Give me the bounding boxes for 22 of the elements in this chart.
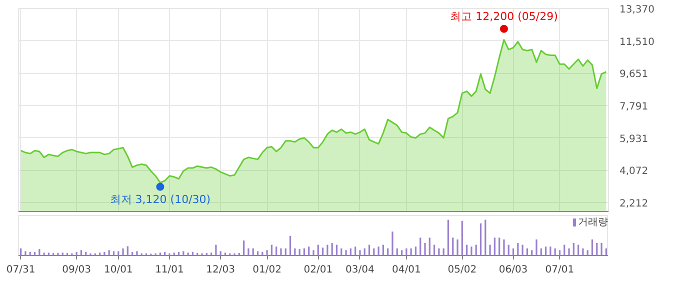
y-tick-label: 9,651 bbox=[620, 69, 648, 80]
y-tick-label: 11,510 bbox=[620, 36, 654, 48]
y-tick-label: 5,931 bbox=[620, 134, 648, 145]
legend-label: 거래량 bbox=[578, 216, 608, 229]
x-tick-label: 06/03 bbox=[498, 264, 528, 276]
x-tick-label: 07/01 bbox=[545, 264, 574, 276]
x-tick-label: 07/31 bbox=[6, 264, 36, 276]
x-tick-label: 03/04 bbox=[346, 264, 374, 276]
y-tick-label: 4,072 bbox=[620, 166, 648, 178]
x-tick-label: 12/03 bbox=[206, 264, 236, 276]
x-tick-label: 01/02 bbox=[252, 264, 282, 276]
annotation: 최저 3,120 (10/30) bbox=[110, 192, 211, 206]
x-tick-label: 05/02 bbox=[448, 264, 477, 276]
x-tick-label: 11/01 bbox=[155, 264, 184, 276]
x-tick-label: 10/01 bbox=[104, 264, 133, 276]
x-tick-label: 09/03 bbox=[62, 264, 91, 276]
annotation: 최고 12,200 (05/29) bbox=[450, 10, 558, 23]
y-tick-label: 7,791 bbox=[620, 102, 648, 113]
x-tick-label: 04/01 bbox=[392, 264, 421, 276]
y-tick-label: 13,370 bbox=[620, 4, 654, 16]
x-tick-label: 02/01 bbox=[304, 264, 333, 276]
y-tick-label: 2,212 bbox=[620, 198, 648, 210]
